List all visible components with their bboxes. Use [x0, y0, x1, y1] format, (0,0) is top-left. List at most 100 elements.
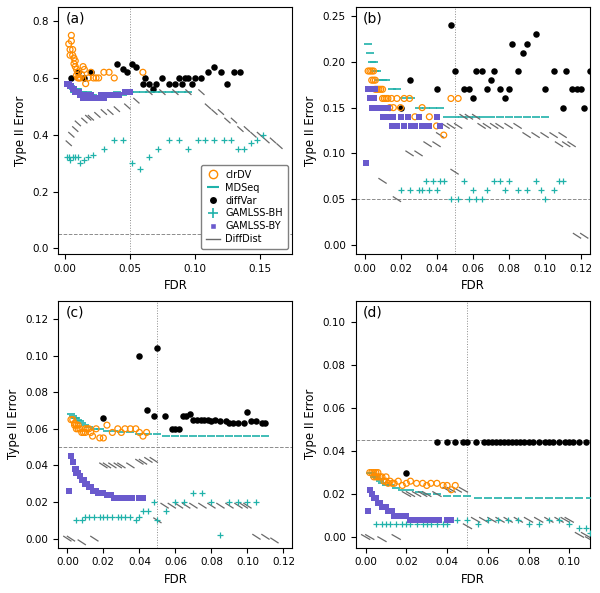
Point	[452, 515, 462, 525]
Point	[378, 94, 388, 103]
Point	[184, 87, 193, 97]
Point	[80, 73, 89, 82]
Point	[72, 85, 82, 94]
Point	[224, 419, 234, 428]
Point	[394, 476, 403, 486]
Point	[389, 479, 399, 488]
Point	[148, 85, 158, 94]
Point	[486, 112, 496, 122]
Point	[451, 481, 460, 490]
Point	[500, 94, 510, 103]
Text: (b): (b)	[362, 12, 382, 26]
Point	[131, 424, 140, 433]
Point	[388, 506, 397, 516]
Point	[251, 431, 261, 441]
Point	[197, 488, 207, 498]
Point	[391, 519, 401, 529]
Point	[565, 438, 574, 447]
Point	[71, 464, 81, 474]
Point	[70, 56, 80, 66]
Point	[72, 87, 82, 97]
Point	[83, 93, 93, 103]
Point	[120, 493, 130, 503]
Point	[86, 428, 95, 437]
Point	[412, 479, 421, 488]
Point	[554, 493, 564, 503]
Point	[439, 130, 449, 140]
Point	[75, 424, 85, 433]
Point	[379, 476, 389, 486]
Text: (d): (d)	[362, 305, 382, 320]
Point	[432, 85, 442, 94]
Point	[98, 488, 108, 498]
Point	[84, 483, 94, 492]
Point	[422, 519, 431, 529]
Point	[82, 479, 92, 489]
Point	[544, 438, 554, 447]
Point	[450, 66, 460, 76]
Point	[524, 519, 533, 529]
Point	[67, 31, 76, 40]
Point	[459, 176, 469, 186]
Point	[95, 424, 104, 433]
Point	[188, 79, 197, 88]
Point	[534, 519, 544, 529]
Point	[572, 85, 582, 94]
Point	[367, 468, 377, 477]
Point	[104, 68, 114, 77]
Point	[73, 87, 83, 97]
Point	[362, 158, 371, 167]
Point	[391, 511, 401, 520]
Point	[443, 112, 452, 122]
Point	[120, 87, 130, 97]
Point	[512, 438, 521, 447]
Point	[125, 428, 135, 437]
Point	[109, 90, 119, 100]
Point	[68, 415, 77, 425]
Point	[483, 438, 493, 447]
Point	[64, 39, 74, 49]
Point	[385, 519, 395, 529]
Point	[158, 87, 167, 97]
Point	[464, 195, 474, 204]
Point	[151, 79, 161, 88]
Point	[68, 85, 77, 94]
Point	[479, 438, 488, 447]
Point	[421, 103, 431, 112]
Point	[522, 185, 532, 195]
Point	[391, 483, 401, 492]
Point	[99, 144, 109, 154]
Point	[387, 94, 397, 103]
Point	[98, 413, 108, 423]
Point	[369, 94, 379, 103]
Point	[221, 417, 230, 426]
Point	[75, 417, 85, 426]
Point	[365, 66, 375, 76]
Point	[82, 93, 92, 103]
Point	[113, 493, 122, 503]
Point	[131, 87, 141, 97]
Point	[504, 85, 514, 94]
Point	[80, 90, 89, 100]
Point	[518, 48, 528, 58]
Point	[438, 519, 448, 529]
Point	[418, 515, 427, 525]
Point	[373, 103, 382, 112]
Point	[396, 103, 406, 112]
Point	[233, 498, 243, 507]
Point	[365, 468, 374, 477]
Point	[109, 136, 119, 145]
Point	[371, 493, 380, 503]
Point	[491, 438, 501, 447]
Point	[94, 93, 103, 103]
Point	[371, 519, 380, 529]
Point	[401, 511, 411, 520]
Point	[210, 415, 220, 425]
Point	[446, 21, 456, 30]
Point	[102, 490, 112, 499]
Point	[93, 488, 103, 498]
Point	[367, 489, 377, 499]
Point	[565, 493, 574, 503]
Point	[145, 153, 154, 162]
Point	[373, 474, 383, 484]
